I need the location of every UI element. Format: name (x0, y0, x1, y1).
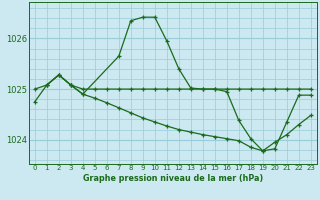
X-axis label: Graphe pression niveau de la mer (hPa): Graphe pression niveau de la mer (hPa) (83, 174, 263, 183)
